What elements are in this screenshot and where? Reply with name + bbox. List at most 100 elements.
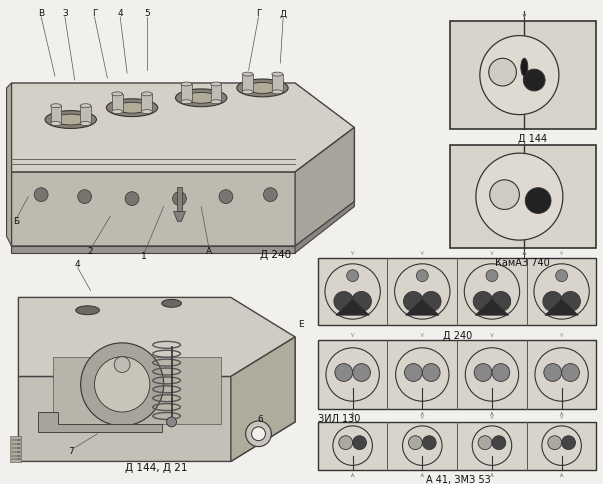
Ellipse shape [242,91,253,95]
Polygon shape [19,298,295,377]
Circle shape [353,436,367,450]
Circle shape [353,364,370,381]
Text: 5: 5 [144,9,150,18]
Text: Б: Б [13,216,19,226]
Polygon shape [38,412,162,432]
Ellipse shape [51,122,62,126]
Text: А: А [206,247,212,256]
Bar [450,146,596,248]
Text: 2: 2 [87,247,93,256]
Ellipse shape [76,306,99,315]
Circle shape [561,364,579,381]
Text: ЗИЛ 130: ЗИЛ 130 [318,413,360,423]
Text: Д 240: Д 240 [260,249,292,259]
Circle shape [403,292,423,312]
Circle shape [166,417,177,427]
Bar [142,95,153,112]
Circle shape [114,357,130,373]
Circle shape [405,364,422,381]
Polygon shape [405,300,439,316]
Ellipse shape [242,73,253,77]
Circle shape [326,348,379,401]
Ellipse shape [210,101,221,105]
Text: Д: Д [280,9,287,18]
Polygon shape [174,212,185,222]
Circle shape [561,436,575,450]
Circle shape [422,364,440,381]
Circle shape [81,343,163,426]
Circle shape [422,436,436,450]
Circle shape [339,436,353,450]
Circle shape [347,270,359,282]
Circle shape [476,154,563,241]
Ellipse shape [247,83,278,94]
Bar [318,340,596,409]
Bar [112,95,122,112]
Ellipse shape [272,91,283,95]
Polygon shape [336,300,370,316]
Bar [80,106,91,124]
Text: 6: 6 [257,415,264,424]
Bar [318,422,596,470]
Text: КамАЗ 740: КамАЗ 740 [495,257,550,267]
Circle shape [125,192,139,206]
Ellipse shape [80,105,91,108]
Text: А 41, ЗМЗ 53: А 41, ЗМЗ 53 [426,474,490,484]
Bar [242,75,253,93]
Circle shape [490,181,519,210]
Circle shape [352,292,371,312]
Polygon shape [11,246,295,254]
Circle shape [478,436,492,450]
Ellipse shape [106,100,158,117]
Polygon shape [295,202,355,254]
Circle shape [480,36,559,115]
Text: 1: 1 [141,252,147,261]
Ellipse shape [80,122,91,126]
Circle shape [492,364,510,381]
Circle shape [543,292,563,312]
Bar [10,455,21,458]
Ellipse shape [142,93,153,97]
Polygon shape [231,337,295,461]
Text: Д 144: Д 144 [517,134,547,144]
Circle shape [408,436,422,450]
Text: Д 144, Д 21: Д 144, Д 21 [125,462,188,472]
Circle shape [219,190,233,204]
Circle shape [78,190,92,204]
Text: Г: Г [92,9,97,18]
Ellipse shape [112,110,122,114]
Circle shape [548,436,561,450]
Bar [272,75,283,93]
Bar [10,448,21,451]
Circle shape [172,192,186,206]
Bar [450,22,596,130]
Ellipse shape [521,59,528,77]
Ellipse shape [185,93,217,104]
Ellipse shape [45,111,96,129]
Circle shape [264,188,277,202]
Circle shape [396,348,449,401]
Bar [10,440,21,443]
Circle shape [491,292,511,312]
Circle shape [473,292,493,312]
Polygon shape [19,337,295,461]
Ellipse shape [181,83,192,87]
Ellipse shape [175,90,227,107]
Circle shape [561,292,581,312]
Ellipse shape [51,105,62,108]
Polygon shape [295,128,355,246]
Circle shape [251,427,265,441]
Text: 4: 4 [75,260,81,269]
Circle shape [394,264,450,319]
Circle shape [486,270,498,282]
Text: 4: 4 [118,9,123,18]
Bar [210,85,221,103]
Ellipse shape [181,101,192,105]
Polygon shape [11,84,355,173]
Polygon shape [11,128,355,246]
Ellipse shape [55,115,87,126]
Circle shape [542,426,581,466]
Circle shape [464,264,520,319]
Bar [10,452,21,454]
Text: З: З [62,9,68,18]
